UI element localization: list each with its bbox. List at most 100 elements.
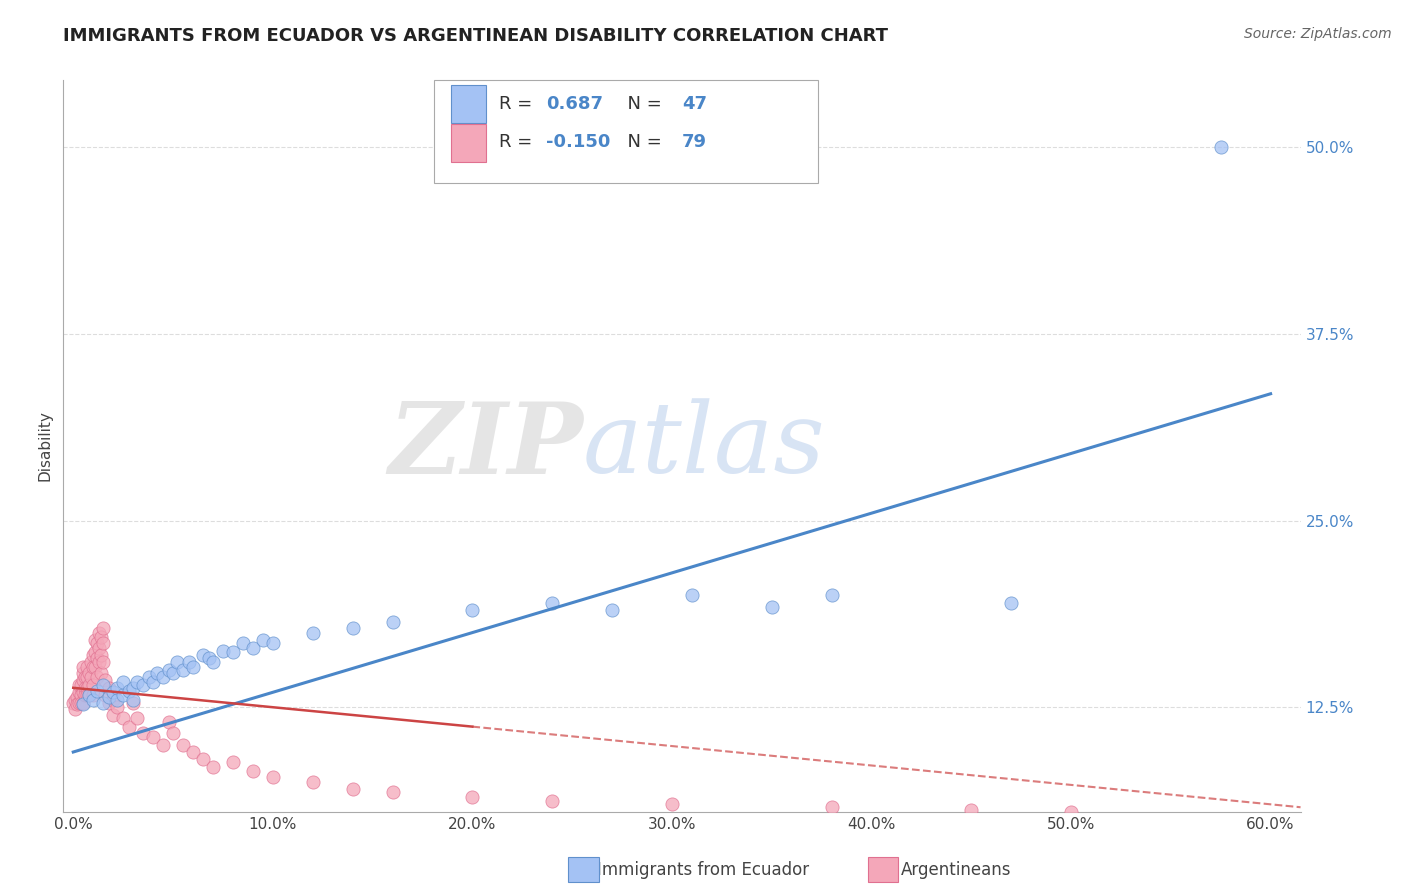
Text: Argentineans: Argentineans xyxy=(901,861,1011,879)
Point xyxy=(142,730,165,744)
Point xyxy=(1060,805,1083,819)
Point xyxy=(70,696,93,710)
Point xyxy=(105,692,128,706)
Point xyxy=(127,711,149,725)
Text: ZIP: ZIP xyxy=(388,398,583,494)
Point xyxy=(198,651,221,665)
Point xyxy=(76,670,98,684)
Point xyxy=(461,603,484,617)
Point xyxy=(118,720,141,734)
Point xyxy=(118,683,141,698)
Point xyxy=(138,670,160,684)
Point xyxy=(70,678,93,692)
Text: R =: R = xyxy=(499,95,537,113)
Point xyxy=(342,621,364,635)
Point xyxy=(761,600,783,615)
Text: Source: ZipAtlas.com: Source: ZipAtlas.com xyxy=(1244,27,1392,41)
Point xyxy=(122,692,145,706)
Text: N =: N = xyxy=(616,95,668,113)
Point xyxy=(75,670,97,684)
Point xyxy=(157,715,180,730)
Point xyxy=(541,596,564,610)
Point xyxy=(232,636,254,650)
Point xyxy=(75,688,97,702)
Point xyxy=(72,698,94,712)
Point xyxy=(222,645,245,659)
Point xyxy=(72,660,94,674)
Point xyxy=(84,645,107,659)
Point xyxy=(98,690,121,704)
Point xyxy=(146,665,169,680)
Point xyxy=(301,775,323,789)
Point xyxy=(94,673,117,688)
Text: -0.150: -0.150 xyxy=(546,134,610,152)
Point xyxy=(127,674,149,689)
FancyBboxPatch shape xyxy=(434,80,818,183)
Point xyxy=(600,603,623,617)
Point xyxy=(98,681,121,695)
Point xyxy=(72,665,94,680)
Point xyxy=(90,648,112,662)
Point xyxy=(191,648,214,662)
Text: 0.687: 0.687 xyxy=(546,95,603,113)
Point xyxy=(172,738,194,752)
Point xyxy=(105,700,128,714)
Point xyxy=(201,656,224,670)
Point xyxy=(84,633,107,648)
Point xyxy=(172,663,194,677)
Point xyxy=(132,678,155,692)
Point xyxy=(262,636,284,650)
Point xyxy=(122,681,145,695)
Point xyxy=(661,797,683,812)
Point xyxy=(820,588,842,602)
Point xyxy=(90,665,112,680)
Point xyxy=(82,692,104,706)
Point xyxy=(82,688,104,702)
Point xyxy=(65,702,87,716)
Point xyxy=(181,745,204,759)
Point xyxy=(72,673,94,688)
Point xyxy=(252,633,274,648)
Point xyxy=(72,696,94,710)
Point xyxy=(84,660,107,674)
Point xyxy=(94,688,117,702)
Point xyxy=(77,678,100,692)
Point xyxy=(112,674,135,689)
Point xyxy=(166,656,188,670)
Point xyxy=(162,725,184,739)
Point xyxy=(101,685,124,699)
Point xyxy=(66,698,89,712)
Point xyxy=(162,665,184,680)
Point xyxy=(381,615,404,629)
Point xyxy=(212,643,235,657)
Point xyxy=(177,656,200,670)
Point xyxy=(98,696,121,710)
Point xyxy=(82,678,104,692)
Point xyxy=(181,660,204,674)
Point xyxy=(112,688,135,702)
Point xyxy=(222,756,245,770)
Point xyxy=(152,738,174,752)
Point xyxy=(152,670,174,684)
Y-axis label: Disability: Disability xyxy=(37,410,52,482)
Point xyxy=(66,690,89,704)
Point xyxy=(80,670,103,684)
Point xyxy=(91,678,114,692)
Text: atlas: atlas xyxy=(583,399,825,493)
Point xyxy=(67,678,90,692)
Point xyxy=(91,696,114,710)
Point xyxy=(242,764,264,779)
Point xyxy=(86,670,108,684)
Point xyxy=(77,688,100,702)
Point xyxy=(262,771,284,785)
Point xyxy=(142,674,165,689)
Point xyxy=(86,683,108,698)
Point xyxy=(90,630,112,644)
Point xyxy=(681,588,703,602)
Point xyxy=(86,651,108,665)
Point xyxy=(91,636,114,650)
Point xyxy=(301,625,323,640)
Point xyxy=(112,711,135,725)
Point xyxy=(67,685,90,699)
Point xyxy=(77,665,100,680)
